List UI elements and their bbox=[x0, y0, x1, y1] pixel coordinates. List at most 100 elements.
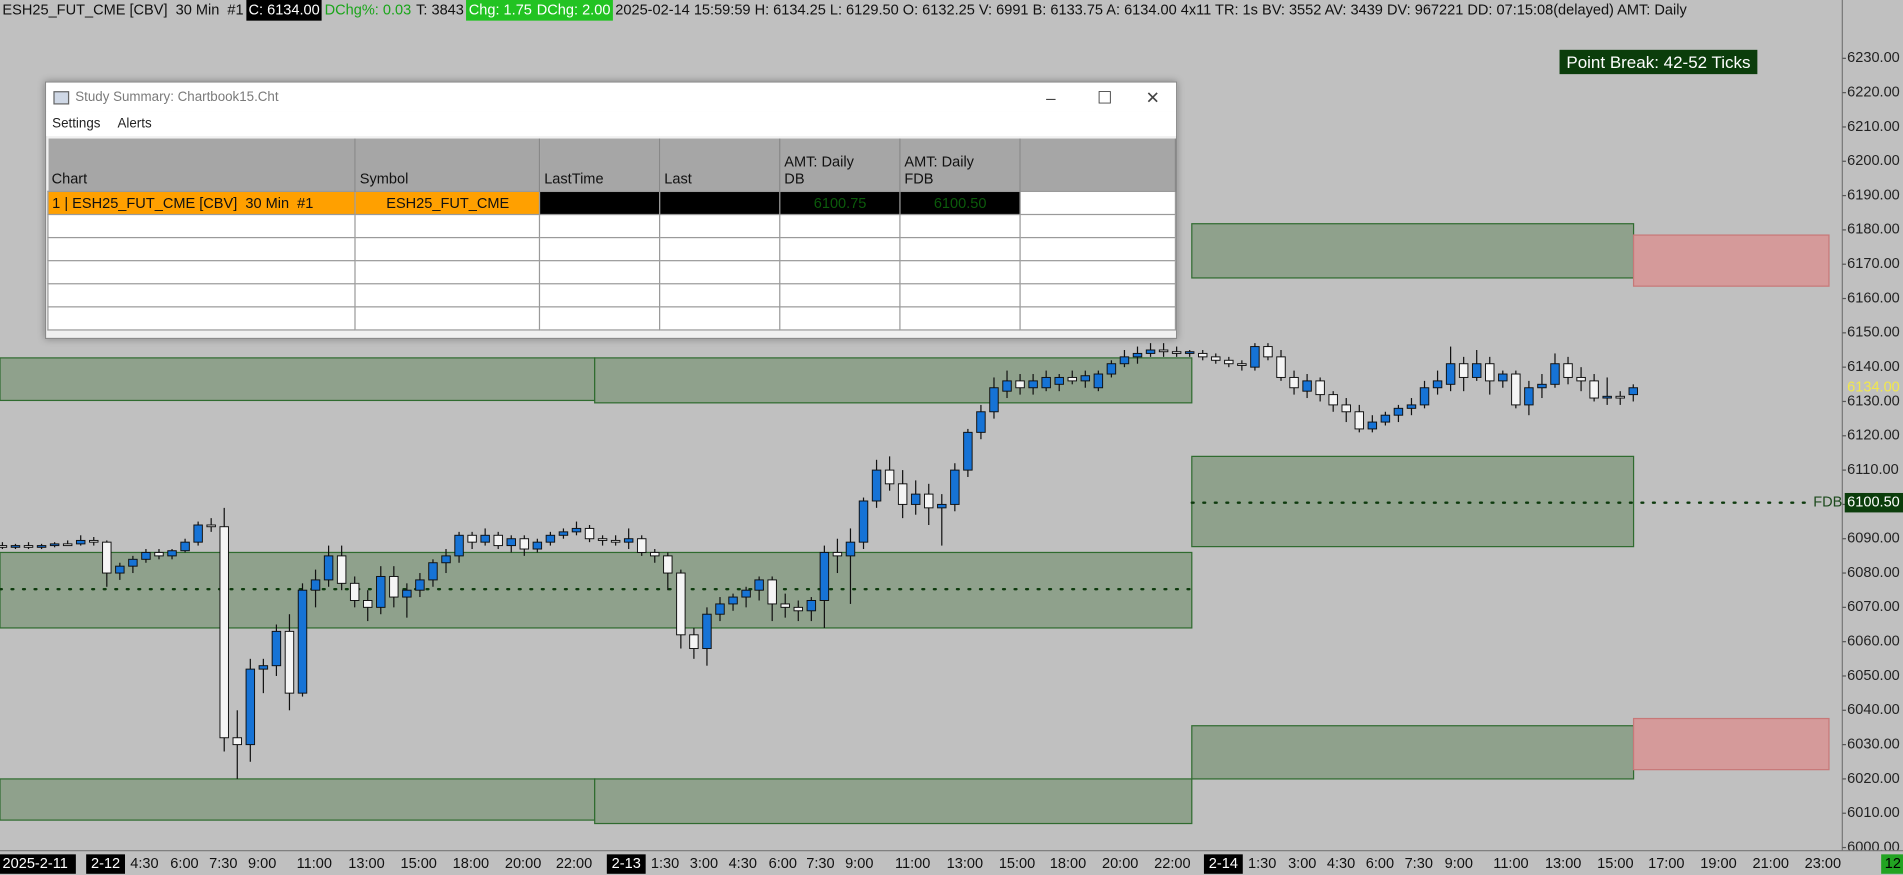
column-header: AMT: Daily DB bbox=[780, 138, 901, 192]
x-tick-label: 13:00 bbox=[947, 856, 983, 872]
x-tick-label: 6:00 bbox=[1366, 856, 1394, 872]
y-tick-label: 6010.00 bbox=[1847, 805, 1900, 821]
candle-body bbox=[154, 551, 164, 557]
x-tick-label: 4:30 bbox=[729, 856, 757, 872]
x-tick-label: 4:30 bbox=[1327, 856, 1355, 872]
candle-body bbox=[1041, 376, 1051, 389]
minimize-button[interactable]: – bbox=[1046, 87, 1056, 107]
window-icon bbox=[53, 91, 70, 105]
table-row bbox=[47, 236, 1177, 262]
table-cell bbox=[779, 213, 901, 239]
x-tick-label: 7:30 bbox=[806, 856, 834, 872]
candle-body bbox=[754, 579, 764, 591]
candle-body bbox=[858, 500, 869, 543]
y-tick-label: 6150.00 bbox=[1847, 325, 1900, 341]
candle-body bbox=[558, 531, 569, 536]
table-cell bbox=[539, 213, 661, 239]
y-tick-label: 6020.00 bbox=[1847, 771, 1900, 787]
y-tick-label: 6060.00 bbox=[1847, 634, 1900, 650]
candle-body bbox=[349, 582, 360, 601]
table-cell bbox=[659, 260, 781, 285]
table-cell bbox=[1019, 306, 1177, 331]
y-tick-label: 6110.00 bbox=[1847, 462, 1899, 478]
candle-body bbox=[310, 579, 321, 591]
candle-body bbox=[1550, 363, 1560, 385]
table-row: 1 | ESH25_FUT_CME [CBV] 30 Min #1 ESH25_F… bbox=[47, 190, 1177, 216]
y-tick-label: 6170.00 bbox=[1847, 256, 1900, 272]
x-tick-label: 13:00 bbox=[348, 856, 384, 872]
column-header: Chart bbox=[47, 138, 357, 192]
table-cell bbox=[539, 283, 661, 308]
candle-body bbox=[793, 606, 804, 612]
bar-info: 2025-02-14 15:59:59 H: 6134.25 L: 6129.5… bbox=[615, 1, 1687, 19]
candle-body bbox=[1197, 352, 1208, 358]
y-tick-label: 6200.00 bbox=[1847, 153, 1900, 169]
candle-body bbox=[1576, 376, 1586, 382]
candle-body bbox=[871, 469, 882, 502]
y-tick-label: 6090.00 bbox=[1847, 531, 1900, 547]
menu-item[interactable]: Settings bbox=[52, 116, 101, 132]
time-axis-bg bbox=[0, 850, 1903, 875]
x-tick-label: 15:00 bbox=[999, 856, 1035, 872]
y-tick-label: 6120.00 bbox=[1847, 428, 1900, 444]
candle-body bbox=[376, 575, 386, 608]
y-tick-label: 6130.00 bbox=[1847, 393, 1900, 409]
y-tick-label: 6230.00 bbox=[1847, 50, 1900, 66]
value-zone bbox=[0, 357, 596, 402]
candle-body bbox=[832, 551, 843, 557]
candle-body bbox=[689, 634, 699, 650]
candle-body bbox=[845, 541, 856, 557]
candle-body bbox=[963, 431, 973, 471]
close-button[interactable]: ✕ bbox=[1145, 87, 1160, 107]
candle-body bbox=[115, 565, 125, 574]
candle-body bbox=[1354, 411, 1365, 430]
table-cell: ESH25_FUT_CME bbox=[354, 190, 541, 216]
table-cell bbox=[354, 260, 541, 285]
window-title: Study Summary: Chartbook15.Cht bbox=[75, 89, 279, 105]
candle-body bbox=[49, 543, 60, 547]
column-header: AMT: Daily FDB bbox=[900, 138, 1021, 192]
point-break-label: Point Break: 42-52 Ticks bbox=[1559, 49, 1758, 75]
candle-body bbox=[1445, 363, 1456, 385]
x-tick-label: 13:00 bbox=[1545, 856, 1581, 872]
candle-body bbox=[363, 600, 373, 608]
candle-body bbox=[884, 469, 895, 485]
maximize-button[interactable]: ☐ bbox=[1097, 87, 1113, 107]
candle-body bbox=[1067, 376, 1077, 382]
candle-body bbox=[1080, 375, 1091, 382]
table-cell bbox=[1019, 213, 1177, 239]
candle-body bbox=[1263, 346, 1273, 358]
fdb-price-bg bbox=[1844, 492, 1903, 513]
table-cell bbox=[354, 236, 541, 262]
candle-body bbox=[545, 534, 556, 543]
candle-body bbox=[1458, 363, 1469, 378]
candle-body bbox=[1171, 351, 1182, 354]
candle-body bbox=[219, 526, 229, 739]
table-row bbox=[47, 213, 1177, 239]
table-cell: 6100.75 bbox=[779, 190, 901, 216]
table-cell bbox=[899, 283, 1021, 308]
x-tick-label: 4:30 bbox=[130, 856, 158, 872]
value-zone bbox=[0, 778, 596, 821]
date-label-bg bbox=[0, 854, 76, 874]
menu-item[interactable]: Alerts bbox=[117, 116, 152, 132]
candle-body bbox=[1289, 376, 1299, 389]
candle-body bbox=[767, 579, 777, 605]
menu-bar: Settings Alerts bbox=[46, 111, 1177, 137]
y-tick-label: 6210.00 bbox=[1847, 119, 1900, 135]
price-axis-bg bbox=[1842, 0, 1903, 851]
value-zone bbox=[0, 551, 1193, 629]
candle-body bbox=[89, 539, 99, 543]
candle-body bbox=[1002, 380, 1012, 392]
date-label: 2-13 bbox=[612, 856, 641, 872]
table-cell: 1 | ESH25_FUT_CME [CBV] 30 Min #1 bbox=[47, 190, 357, 216]
chart-header: ESH25_FUT_CME [CBV] 30 Min #1 C: 6134.00… bbox=[0, 0, 1689, 21]
x-tick-label: 7:30 bbox=[1405, 856, 1433, 872]
x-tick-label: 6:00 bbox=[769, 856, 797, 872]
candle-body bbox=[232, 737, 243, 746]
header-row: Chart Symbol LastTime Last AMT: Daily DB AMT:… bbox=[47, 138, 1177, 192]
table-cell bbox=[1019, 260, 1177, 285]
candle-body bbox=[897, 483, 908, 505]
